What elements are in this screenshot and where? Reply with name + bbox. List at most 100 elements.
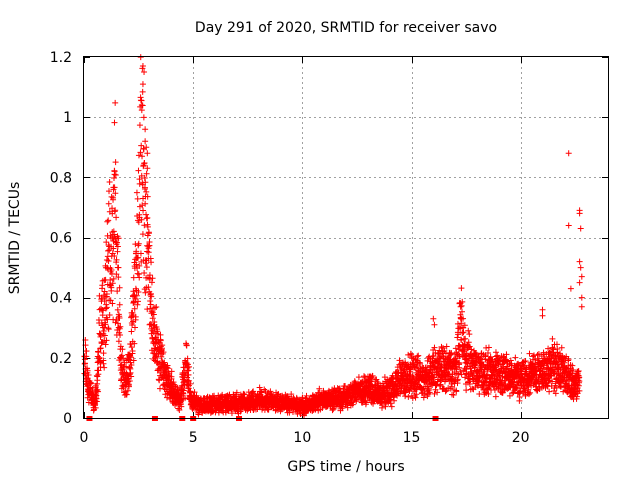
data-point [143, 170, 150, 177]
data-point [526, 350, 533, 357]
data-point [113, 256, 120, 263]
data-point [539, 312, 546, 319]
data-point [187, 380, 194, 387]
data-point [110, 196, 117, 203]
data-point [387, 400, 394, 407]
data-point [550, 346, 557, 353]
data-point [431, 321, 438, 328]
data-point [448, 350, 455, 357]
data-point [135, 167, 142, 174]
data-point [141, 222, 148, 229]
data-point [128, 328, 135, 335]
data-point [460, 329, 467, 336]
data-point [108, 284, 115, 291]
data-point [437, 355, 444, 362]
data-point [138, 107, 145, 114]
data-point [117, 323, 124, 330]
data-point [457, 303, 464, 310]
data-point [84, 367, 91, 374]
data-point [336, 385, 343, 392]
data-point [138, 102, 145, 109]
data-point [250, 388, 257, 395]
data-point [112, 99, 119, 106]
data-point [465, 339, 472, 346]
data-point [102, 321, 109, 328]
data-point [570, 366, 577, 373]
x-tick-label: 5 [189, 430, 198, 446]
data-point [576, 378, 583, 385]
data-point [102, 341, 109, 348]
data-point [545, 345, 552, 352]
data-point [112, 207, 119, 214]
data-point [131, 324, 138, 331]
data-point [142, 260, 149, 267]
data-point [147, 301, 154, 308]
data-point [140, 114, 147, 121]
data-point [124, 387, 131, 394]
data-point [183, 360, 190, 367]
data-point [413, 391, 420, 398]
data-point [132, 313, 139, 320]
data-point [123, 363, 130, 370]
data-point [530, 352, 537, 359]
data-point [110, 245, 117, 252]
data-point [412, 394, 419, 401]
data-point [379, 404, 386, 411]
data-point [185, 363, 192, 370]
data-point [434, 389, 441, 396]
data-point [117, 331, 124, 338]
data-point [143, 264, 150, 271]
data-point [133, 248, 140, 255]
data-point [100, 328, 107, 335]
data-point [98, 340, 105, 347]
data-point [105, 217, 112, 224]
data-point [430, 315, 437, 322]
data-point [128, 362, 135, 369]
data-point [129, 348, 136, 355]
x-tick-label: 0 [80, 430, 89, 446]
data-point [449, 383, 456, 390]
data-point [144, 150, 151, 157]
data-point [466, 343, 473, 350]
data-point [148, 308, 155, 315]
data-point [458, 308, 465, 315]
data-point [139, 231, 146, 238]
data-point [164, 362, 171, 369]
data-point [158, 353, 165, 360]
data-point [549, 335, 556, 342]
data-point [109, 205, 116, 212]
data-point [461, 322, 468, 329]
data-point [503, 351, 510, 358]
data-point [405, 351, 412, 358]
x-tick-label: 15 [403, 430, 421, 446]
data-point [114, 306, 121, 313]
y-tick-label: 0.4 [50, 291, 72, 307]
data-point [112, 171, 119, 178]
data-point [233, 389, 240, 396]
data-point [114, 248, 121, 255]
data-point [111, 253, 118, 260]
data-point [491, 387, 498, 394]
data-point [191, 389, 198, 396]
data-point [303, 392, 310, 399]
data-point [185, 371, 192, 378]
data-point [130, 274, 137, 281]
data-point [388, 403, 395, 410]
data-point [135, 289, 142, 296]
data-point [138, 216, 145, 223]
data-point [145, 230, 152, 237]
data-point [180, 387, 187, 394]
y-axis-label: SRMTID / TECUs [7, 182, 23, 295]
data-point [144, 306, 151, 313]
data-point [578, 294, 585, 301]
data-point [116, 301, 123, 308]
data-point [240, 390, 247, 397]
data-point [577, 264, 584, 271]
data-point [106, 179, 113, 186]
data-point [144, 214, 151, 221]
y-tick-label: 0.2 [50, 351, 72, 367]
data-point [141, 270, 148, 277]
y-tick-label: 0 [63, 411, 72, 427]
data-point [368, 383, 375, 390]
data-point [150, 350, 157, 357]
